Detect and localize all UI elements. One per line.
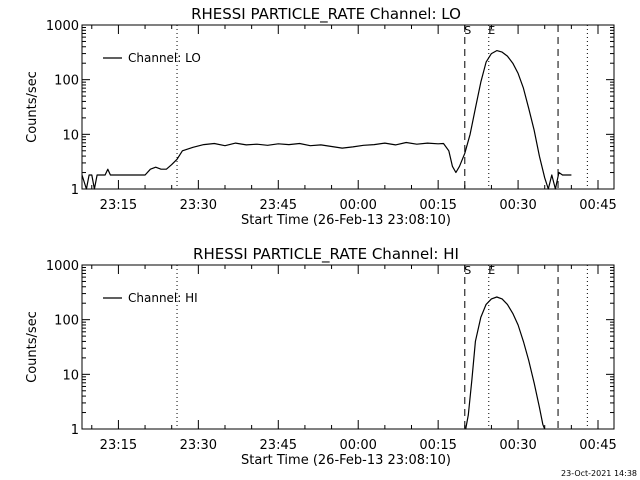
x-tick-label: 00:15 — [419, 198, 456, 213]
y-tick-label: 1000 — [46, 19, 79, 34]
x-tick-label: 00:45 — [579, 438, 616, 453]
x-tick-label: 23:30 — [180, 198, 217, 213]
legend-label: Channel: HI — [128, 291, 198, 305]
chart-title: RHESSI PARTICLE_RATE Channel: HI — [193, 245, 459, 264]
y-tick-label: 1000 — [46, 259, 79, 274]
x-axis-label: Start Time (26-Feb-13 23:08:10) — [241, 453, 451, 468]
render-timestamp: 23-Oct-2021 14:38 — [561, 469, 637, 478]
x-tick-label: 00:00 — [339, 438, 376, 453]
y-axis-label: Counts/sec — [25, 311, 40, 383]
y-tick-label: 100 — [54, 314, 79, 329]
x-tick-label: 00:00 — [339, 198, 376, 213]
y-tick-label: 100 — [54, 74, 79, 89]
x-tick-label: 00:45 — [579, 198, 616, 213]
x-tick-label: 00:15 — [419, 438, 456, 453]
plot-frame — [81, 264, 615, 430]
x-tick-label: 00:30 — [499, 198, 536, 213]
y-tick-label: 1 — [71, 183, 79, 198]
series-line-lo — [81, 49, 572, 190]
x-tick-label: 23:15 — [100, 198, 137, 213]
legend-label: Channel: LO — [128, 51, 201, 65]
panel-hi: RHESSI PARTICLE_RATE Channel: HI 1 10 100 10… — [25, 245, 617, 468]
event-marker-label: E — [488, 24, 495, 37]
y-axis-label: Counts/sec — [25, 71, 40, 143]
plot-frame — [81, 24, 615, 190]
x-tick-label: 23:15 — [100, 438, 137, 453]
x-axis-label: Start Time (26-Feb-13 23:08:10) — [241, 213, 451, 228]
x-tick-label: 23:30 — [180, 438, 217, 453]
event-marker-label: S — [464, 264, 471, 277]
event-marker-label: E — [488, 264, 495, 277]
panel-lo: RHESSI PARTICLE_RATE Channel: LO 1 10 100 10… — [25, 5, 617, 228]
y-tick-label: 10 — [62, 128, 79, 143]
series-line-hi — [465, 296, 546, 430]
event-marker-label: S — [464, 24, 471, 37]
x-tick-label: 23:45 — [260, 438, 297, 453]
y-tick-label: 10 — [62, 368, 79, 383]
x-tick-label: 23:45 — [260, 198, 297, 213]
y-tick-label: 1 — [71, 423, 79, 438]
x-tick-label: 00:30 — [499, 438, 536, 453]
chart-title: RHESSI PARTICLE_RATE Channel: LO — [191, 5, 461, 24]
